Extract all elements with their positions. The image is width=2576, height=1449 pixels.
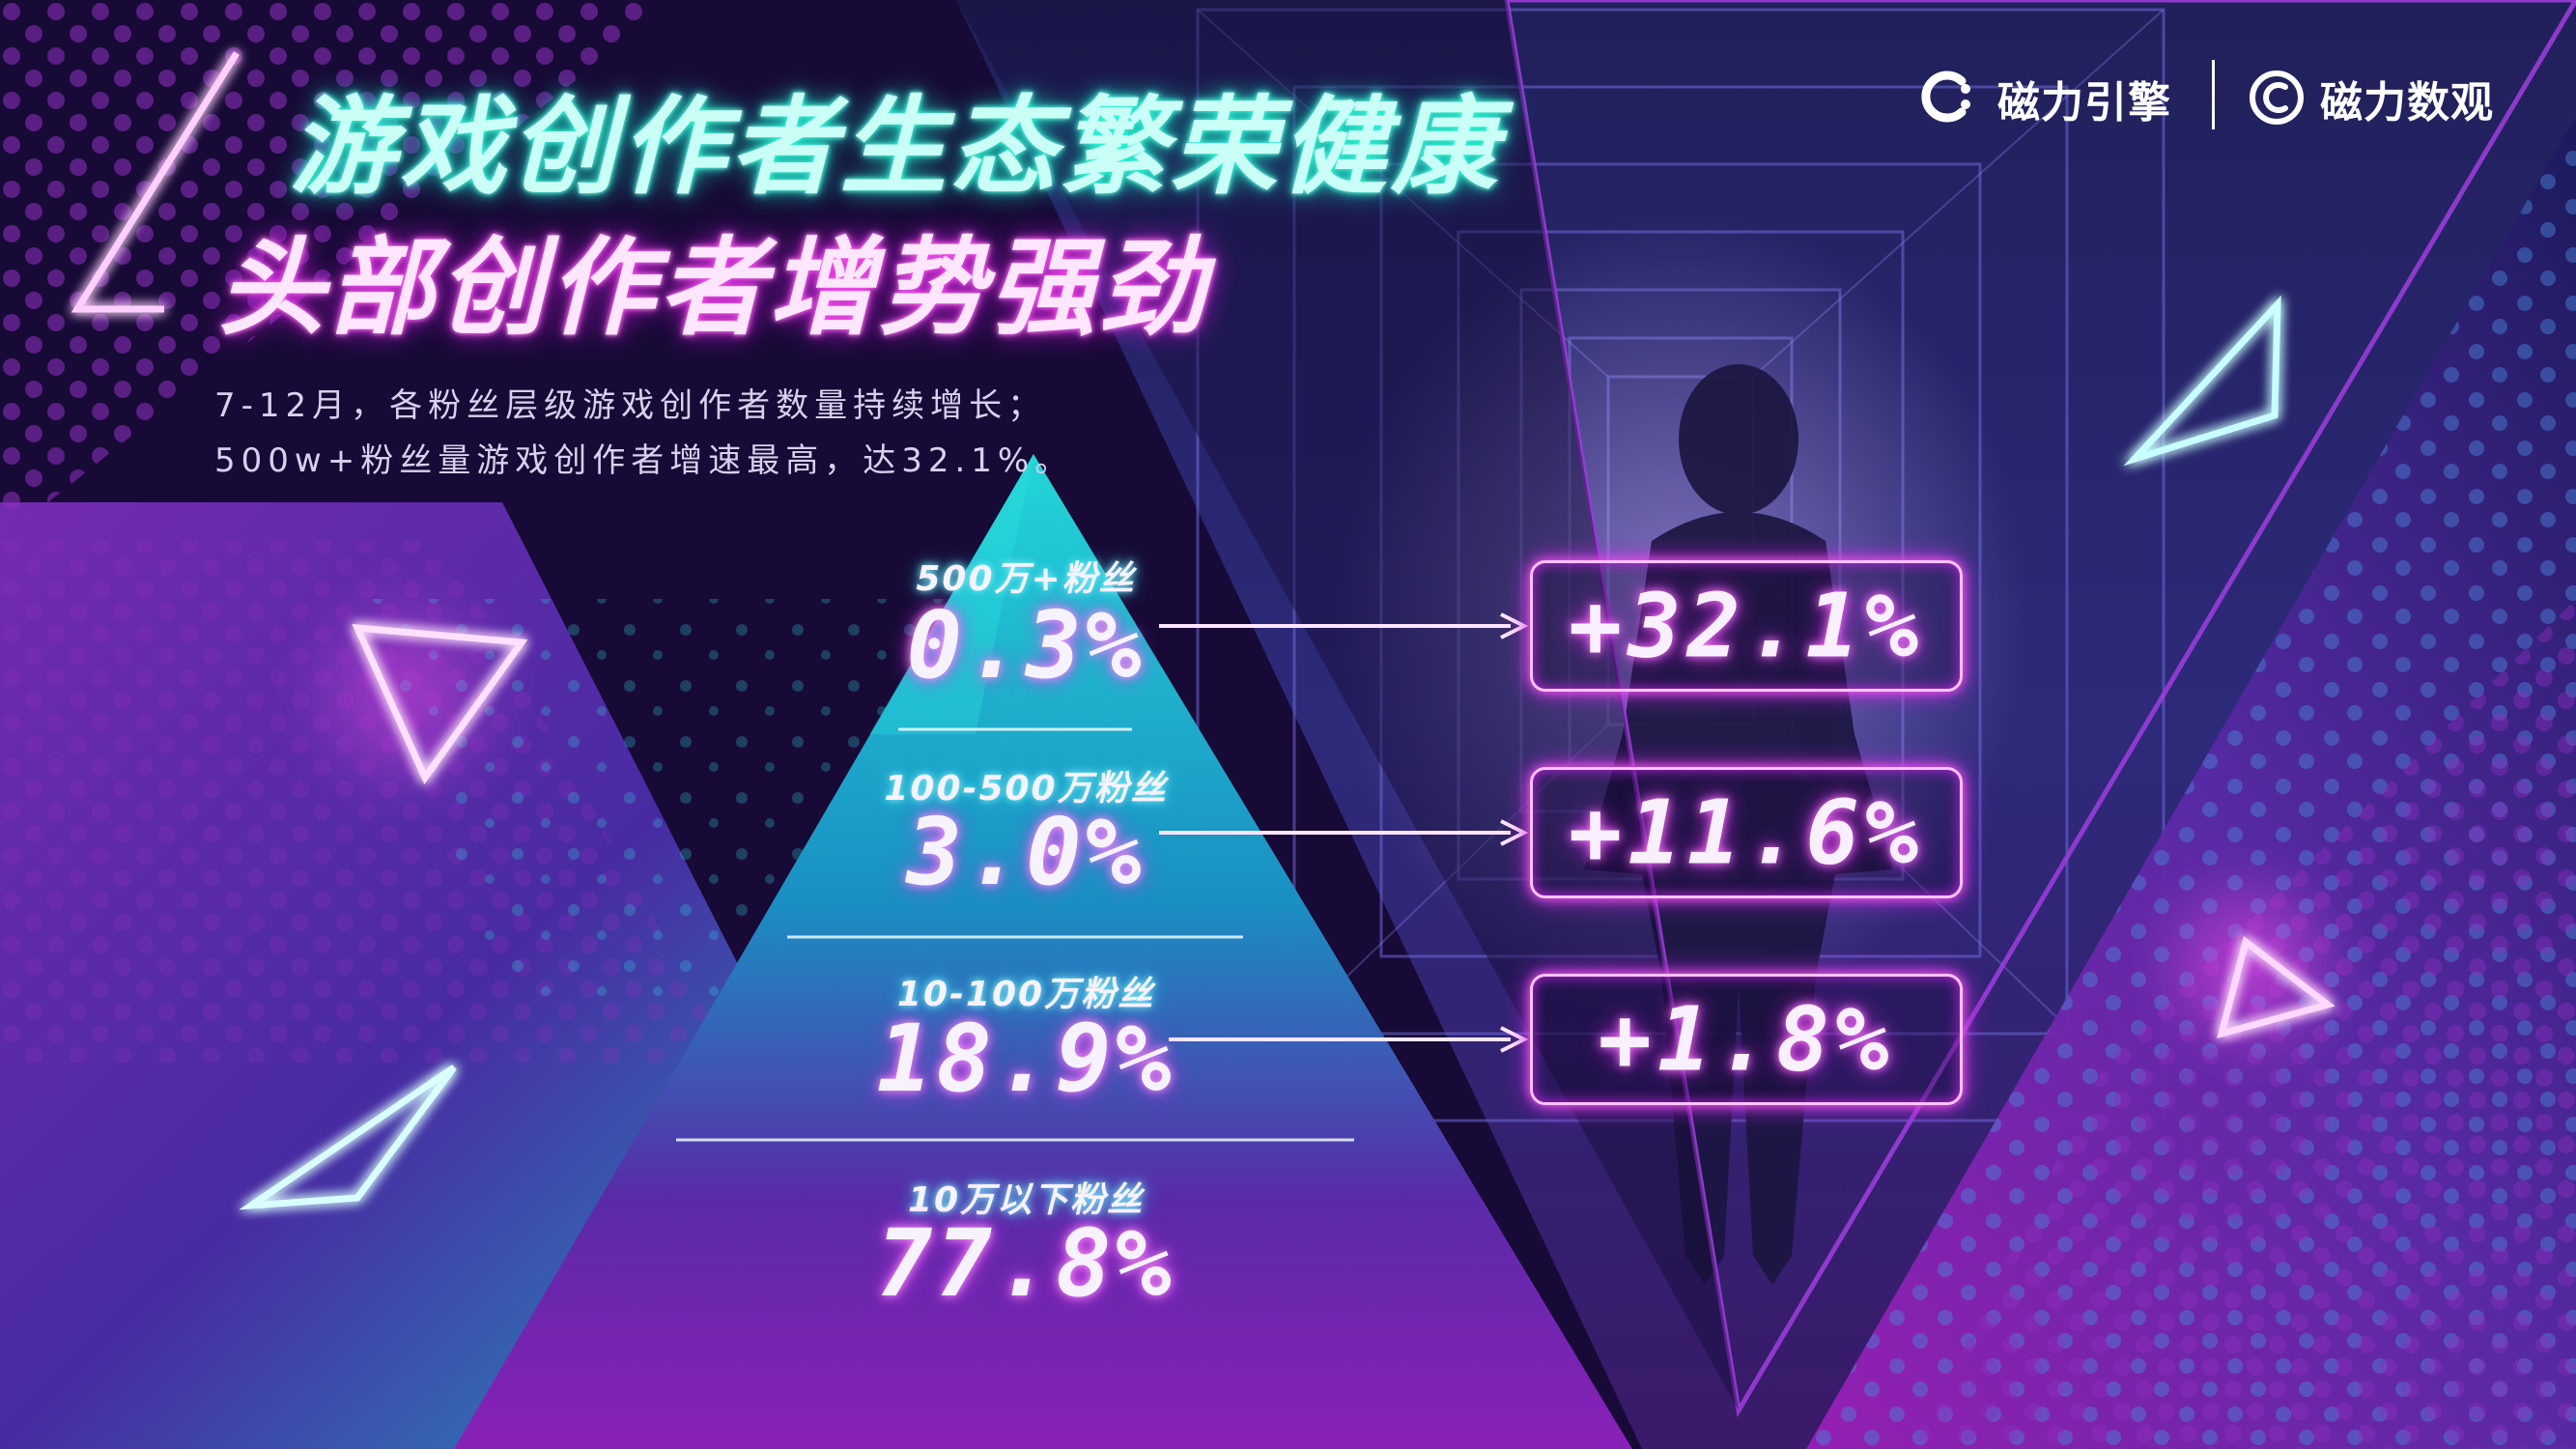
brand1-logo-icon	[1917, 68, 1975, 126]
growth-value-1: +32.1%	[1569, 575, 1924, 678]
level-share-1: 0.3%	[906, 591, 1145, 699]
level-share-2: 3.0%	[906, 798, 1145, 906]
growth-value-3: +1.8%	[1599, 988, 1895, 1092]
level-share-4: 77.8%	[877, 1209, 1175, 1318]
brand1-name: 磁力引擎	[1997, 68, 2171, 129]
title-line-1: 游戏创作者生态繁荣健康	[290, 60, 1501, 214]
growth-value-2: +11.6%	[1569, 781, 1924, 885]
title-line-2: 头部创作者增势强劲	[218, 201, 1209, 355]
subtitle-line-2: 500w+粉丝量游戏创作者增速最高，达32.1%。	[214, 434, 1073, 481]
brand2-logo-icon	[2247, 68, 2307, 128]
subtitle-line-1: 7-12月，各粉丝层级游戏创作者数量持续增长；	[214, 379, 1046, 426]
level-share-3: 18.9%	[877, 1005, 1175, 1113]
logo-divider	[2212, 60, 2215, 129]
brand2-name: 磁力数观	[2320, 68, 2494, 129]
